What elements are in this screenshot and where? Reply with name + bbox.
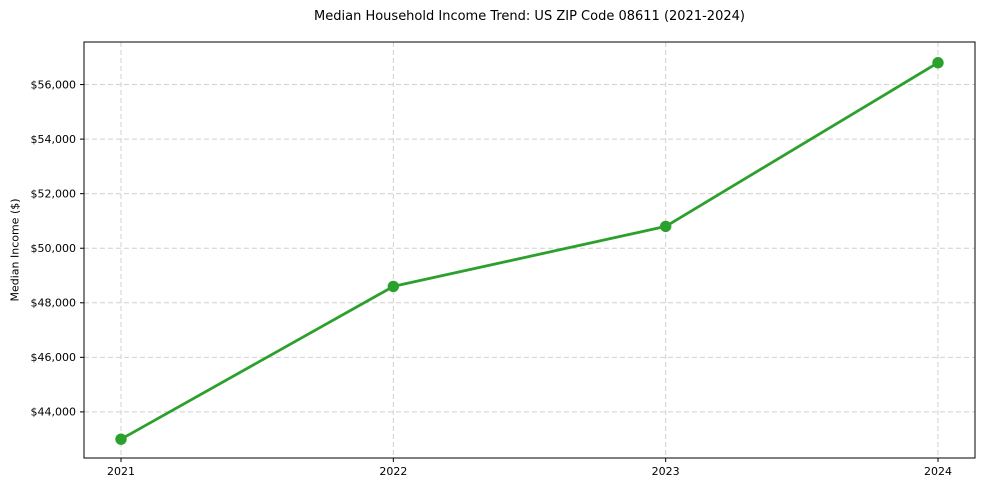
x-tick-label: 2021 (107, 465, 135, 478)
x-tick-label: 2024 (924, 465, 952, 478)
data-point (115, 433, 127, 445)
y-tick-label: $56,000 (31, 78, 77, 91)
y-tick-label: $44,000 (31, 406, 77, 419)
y-tick-label: $50,000 (31, 242, 77, 255)
data-point (932, 57, 944, 69)
data-point (659, 220, 672, 233)
chart-title: Median Household Income Trend: US ZIP Co… (314, 9, 745, 24)
data-point (387, 280, 400, 293)
trend-line (119, 61, 940, 441)
y-tick-label: $52,000 (31, 187, 77, 200)
x-tick-label: 2022 (379, 465, 407, 478)
x-tick-label: 2023 (652, 465, 680, 478)
plot-border (83, 41, 976, 459)
y-tick-label: $54,000 (31, 133, 77, 146)
y-tick-label: $48,000 (31, 297, 77, 310)
y-tick-label: $46,000 (31, 351, 77, 364)
